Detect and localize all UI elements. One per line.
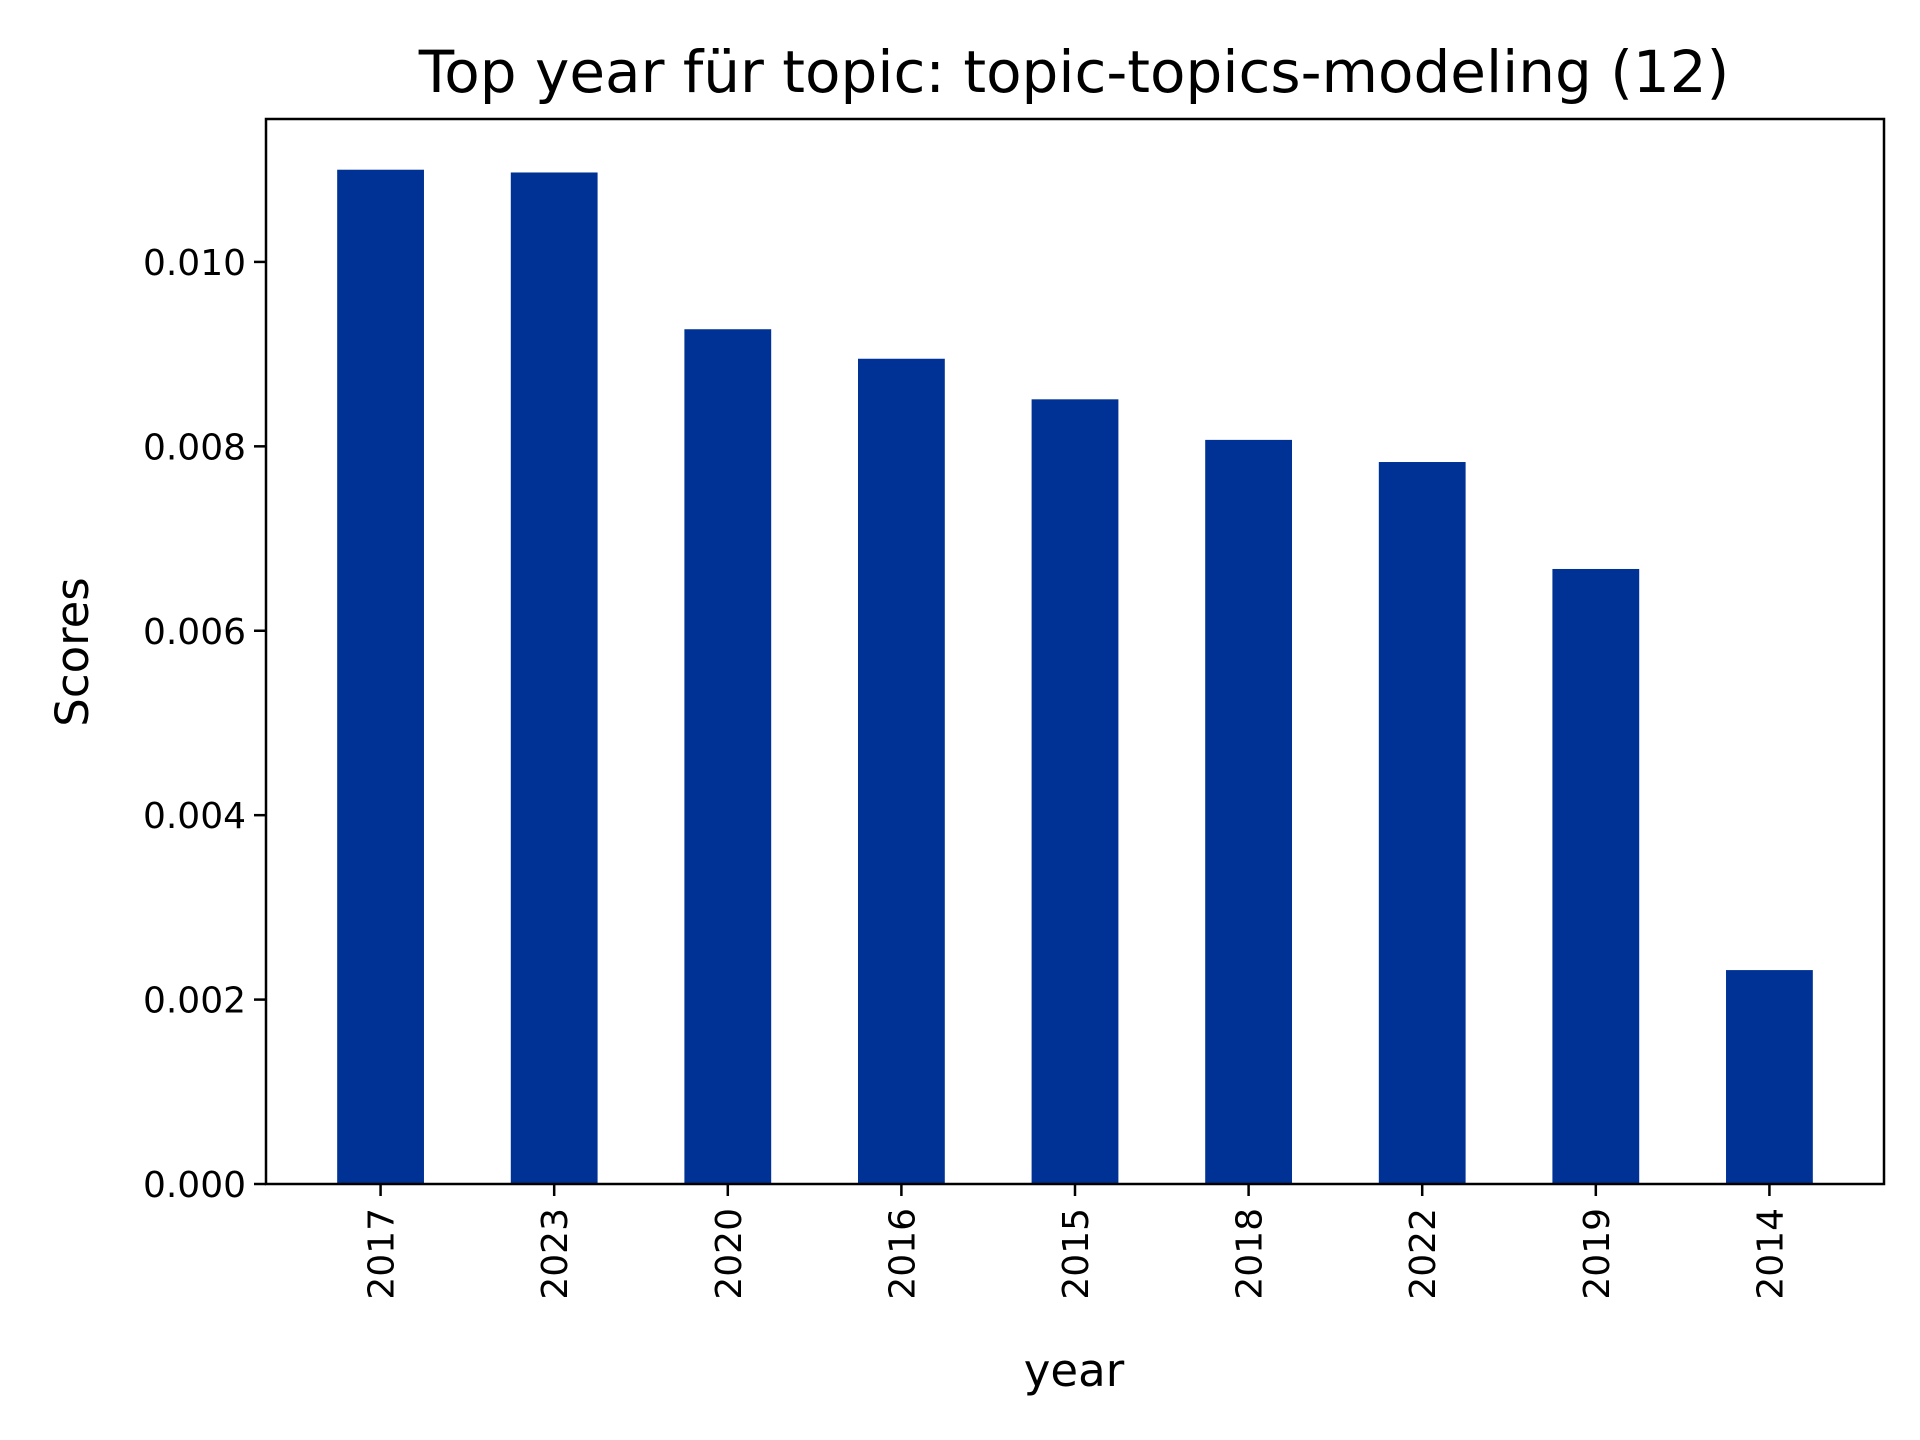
bar-2015: [1031, 399, 1119, 1185]
plot-frame: [264, 117, 1886, 1186]
x-axis-label: year: [1024, 1344, 1125, 1397]
y-tick-label-0.006: 0.006: [143, 612, 246, 653]
x-tick-label-2020: 2020: [709, 1208, 750, 1300]
x-tick-label-2016: 2016: [882, 1208, 923, 1300]
bar-2023: [510, 172, 598, 1184]
x-tick-label-2017: 2017: [362, 1208, 403, 1300]
x-tick-label-2018: 2018: [1230, 1208, 1271, 1300]
y-axis-label: Scores: [46, 577, 99, 726]
y-tick-label-0.002: 0.002: [143, 981, 246, 1022]
x-tick-label-2023: 2023: [535, 1208, 576, 1300]
y-tick-label-0.004: 0.004: [143, 796, 246, 837]
bar-2022: [1378, 462, 1466, 1184]
bar-2018: [1205, 439, 1293, 1184]
bar-2019: [1552, 568, 1640, 1184]
y-tick-label-0.008: 0.008: [143, 427, 246, 468]
x-tick-label-2019: 2019: [1577, 1208, 1618, 1300]
bar-2020: [684, 329, 772, 1184]
y-tick-label-0.010: 0.010: [143, 243, 246, 284]
x-axis: 2017 2023 2020 2016 2015 2018 2022 2019 2014: [362, 1184, 1791, 1300]
y-axis: 0.000 0.002 0.004 0.006 0.008 0.010: [143, 243, 266, 1206]
bars-group: [337, 169, 1813, 1185]
bar-2016: [857, 358, 945, 1185]
x-tick-label-2022: 2022: [1403, 1208, 1444, 1300]
y-tick-label-0.000: 0.000: [143, 1165, 246, 1206]
bar-2017: [337, 169, 424, 1184]
bar-2014: [1726, 970, 1813, 1184]
x-tick-label-2014: 2014: [1750, 1208, 1791, 1300]
chart-title: Top year für topic: topic-topics-modelin…: [418, 38, 1730, 106]
x-tick-label-2015: 2015: [1056, 1208, 1097, 1300]
